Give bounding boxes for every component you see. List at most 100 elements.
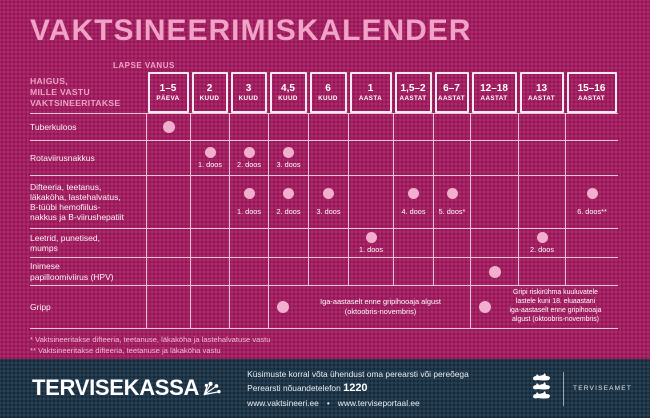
age-box: 6 KUUD [309, 72, 347, 113]
empty-cell [518, 114, 565, 140]
age-unit: PÄEVA [156, 95, 180, 102]
age-value: 2 [206, 83, 213, 94]
age-unit: KUUD [278, 95, 298, 102]
dose-cell: 2. doos [229, 141, 268, 175]
empty-cell [565, 229, 618, 257]
terviseamet-logo: TERVISEAMET [530, 371, 632, 406]
dose-cell [470, 258, 518, 285]
empty-cell [308, 114, 348, 140]
empty-cell [268, 258, 308, 285]
empty-cell [470, 176, 518, 228]
phone-label: Perearsti nõuandetelefon [247, 383, 341, 394]
row-label: Gripp [30, 301, 51, 312]
gripp-annual-cell: Iga-aastaselt enne gripihooaja algust (o… [268, 286, 470, 328]
dose-cell: 2. doos [518, 229, 565, 257]
tervisekassa-logo-text: TERVISEKASSA [32, 374, 200, 400]
contact-line: Küsimuste korral võta ühendust oma perea… [247, 368, 469, 379]
dose-label: 1. doos [359, 245, 383, 254]
empty-cell [190, 286, 229, 328]
dose-cell: 4. doos [393, 176, 433, 228]
age-column-8: 12–18 AASTAT [470, 72, 518, 113]
table-header-row: HAIGUS, MILLE VASTU VAKTSINEERITAKSE 1–5… [30, 72, 618, 113]
dose-dot [365, 232, 377, 243]
footnotes: * Vaktsineeritakse difteeria, teetanuse,… [30, 335, 270, 356]
empty-cell [146, 286, 190, 328]
dose-dot [536, 232, 548, 243]
empty-cell [190, 114, 229, 140]
dose-dot [479, 301, 491, 313]
dose-dot [488, 265, 501, 278]
age-column-6: 1,5–2 AASTAT [393, 72, 433, 113]
row-label: Inimese papilloomiviirus (HPV) [30, 261, 114, 282]
table-row-gripp: Gripp Iga-aastaselt enne gripihooaja alg… [30, 285, 618, 329]
age-box: 15–16 AASTAT [566, 72, 617, 113]
age-box: 13 AASTAT [519, 72, 564, 113]
empty-cell [433, 258, 470, 285]
dose-cell: 1. doos [190, 141, 229, 175]
age-column-0: 1–5 PÄEVA [146, 72, 190, 113]
empty-cell [518, 176, 565, 228]
dose-dot [277, 301, 289, 313]
dose-dot [323, 188, 334, 199]
table-row-hpv: Inimese papilloomiviirus (HPV) [30, 257, 618, 285]
dose-cell: 3. doos [308, 176, 348, 228]
age-box: 4,5 KUUD [269, 72, 307, 113]
age-value: 15–16 [577, 83, 606, 94]
age-unit: AASTAT [438, 95, 465, 102]
empty-cell [146, 176, 190, 228]
dose-dot [408, 188, 419, 199]
dose-label: 1. doos [237, 207, 261, 216]
empty-cell [348, 176, 393, 228]
empty-cell [348, 258, 393, 285]
age-value: 4,5 [281, 83, 295, 94]
dose-cell: 3. doos [268, 141, 308, 175]
empty-cell [190, 229, 229, 257]
empty-cell [518, 258, 565, 285]
age-column-2: 3 KUUD [229, 72, 268, 113]
dose-label: 4. doos [401, 207, 426, 216]
age-column-3: 4,5 KUUD [268, 72, 308, 113]
age-unit: AASTA [358, 95, 383, 102]
age-value: 12–18 [480, 83, 508, 94]
tervisekassa-logo: TERVISEKASSA [32, 375, 221, 403]
age-unit: AASTAT [528, 95, 555, 102]
page-title: VAKTSINEERIMISKALENDER [30, 14, 472, 47]
empty-cell [518, 141, 565, 175]
age-value: 3 [245, 83, 252, 94]
table-row-tuberkuloos: Tuberkuloos [30, 113, 618, 140]
footer: TERVISEKASSA Küsimuste kor [0, 359, 650, 418]
age-box: 3 KUUD [230, 72, 267, 113]
dose-cell: 1. doos [348, 229, 393, 257]
terviseamet-label: TERVISEAMET [573, 385, 632, 392]
age-unit: AASTAT [480, 95, 508, 102]
empty-cell [470, 229, 518, 257]
empty-cell [470, 141, 518, 175]
footer-contact-block: Küsimuste korral võta ühendust oma perea… [247, 368, 469, 410]
row-label: Difteeria, teetanus, läkaköha, lastehalv… [30, 181, 125, 223]
empty-cell [229, 286, 268, 328]
url-separator-dot: • [326, 397, 330, 408]
age-column-1: 2 KUUD [190, 72, 229, 113]
dose-dot [586, 188, 598, 199]
empty-cell [433, 229, 470, 257]
empty-cell [229, 258, 268, 285]
dose-cell: 1. doos [229, 176, 268, 228]
empty-cell [470, 114, 518, 140]
empty-cell [190, 176, 229, 228]
dose-label: 3. doos [276, 160, 301, 169]
dose-dot [283, 147, 294, 158]
age-unit: KUUD [318, 95, 338, 102]
gripp-risk-group-cell: Gripi riskirühma kuuluvatele lastele kun… [470, 286, 618, 328]
dose-dot [162, 121, 175, 133]
age-column-9: 13 AASTAT [518, 72, 565, 113]
empty-cell [565, 141, 618, 175]
age-value: 1 [367, 83, 374, 94]
vaktsineeri-url: www.vaktsineeri.ee [247, 397, 319, 408]
dose-label: 1. doos [198, 160, 222, 169]
empty-cell [146, 229, 190, 257]
empty-cell [393, 258, 433, 285]
age-unit: AASTAT [578, 95, 605, 102]
table-row-leetrid: Leetrid, punetised, mumps 1. doos 2. doo… [30, 228, 618, 257]
table-row-difteeria: Difteeria, teetanus, läkaköha, lastehalv… [30, 175, 618, 228]
phone-line: Perearsti nõuandetelefon 1220 [247, 380, 469, 397]
